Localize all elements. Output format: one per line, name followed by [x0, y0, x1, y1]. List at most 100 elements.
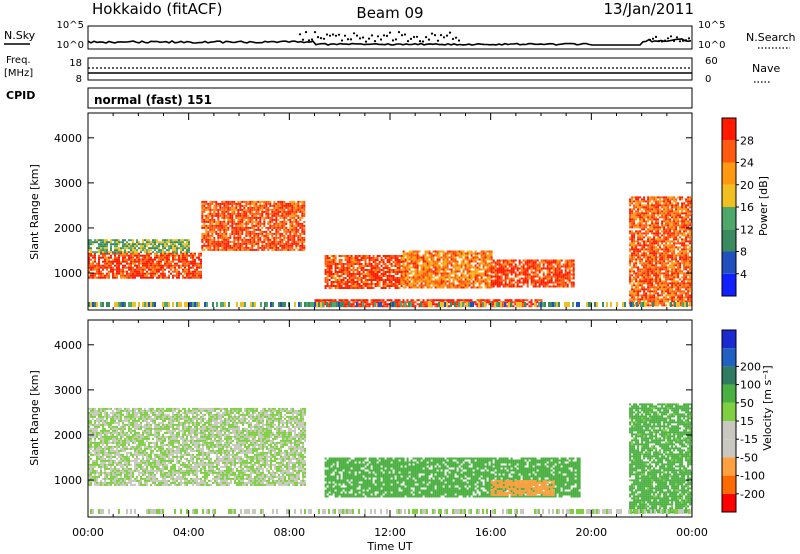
heatmap-cell [209, 224, 212, 227]
heatmap-cell [645, 248, 648, 251]
nsearch-dot [388, 31, 392, 34]
heatmap-cell [448, 272, 451, 275]
heatmap-cell [639, 238, 642, 241]
heatmap-cell [416, 282, 419, 285]
heatmap-cell [277, 228, 280, 231]
heatmap-cell [657, 278, 660, 281]
heatmap-cell [269, 226, 272, 229]
heatmap-cell [641, 216, 644, 219]
heatmap-cell [340, 283, 343, 285]
heatmap-cell [116, 251, 118, 254]
heatmap-cell [201, 204, 204, 207]
heatmap-cell [647, 286, 650, 289]
heatmap-cell [116, 260, 118, 263]
heatmap-cell [281, 222, 284, 225]
heatmap-cell [96, 239, 98, 242]
heatmap-cell [374, 265, 377, 267]
heatmap-cell [663, 248, 666, 251]
heatmap-cell [378, 281, 381, 283]
heatmap-cell [174, 252, 176, 255]
heatmap-cell [102, 241, 104, 244]
heatmap-cell [382, 305, 385, 308]
heatmap-cell [287, 230, 290, 233]
heatmap-cell [436, 250, 439, 253]
heatmap-cell [188, 272, 190, 275]
nsearch-dot [669, 35, 673, 38]
heatmap-cell [188, 239, 190, 242]
heatmap-cell [211, 242, 214, 245]
heatmap-cell [291, 216, 294, 219]
heatmap-cell [156, 239, 158, 242]
heatmap-cell [269, 208, 272, 211]
heatmap-cell [522, 277, 525, 280]
heatmap-cell [647, 238, 650, 241]
heatmap-cell [257, 242, 260, 245]
heatmap-cell [524, 269, 527, 272]
heatmap-cell [366, 285, 369, 287]
heatmap-cell [283, 230, 286, 233]
heatmap-cell [550, 271, 553, 274]
heatmap-cell [398, 305, 401, 308]
heatmap-cell [209, 248, 212, 251]
heatmap-cell [334, 281, 337, 283]
heatmap-cell [225, 246, 228, 249]
heatmap-cell [637, 290, 640, 293]
heatmap-cell [444, 266, 447, 269]
heatmap-cell [273, 218, 276, 221]
heatmap-cell [643, 286, 646, 289]
heatmap-cell [142, 260, 144, 263]
heatmap-cell [460, 260, 463, 263]
heatmap-cell [301, 232, 304, 235]
heatmap-cell [396, 283, 399, 285]
heatmap-cell [213, 248, 216, 251]
heatmap-cell [253, 244, 256, 247]
heatmap-cell [412, 262, 415, 265]
heatmap-cell [542, 279, 545, 282]
heatmap-cell [498, 261, 501, 264]
heatmap-cell [657, 196, 660, 199]
heatmap-cell [508, 261, 511, 264]
heatmap-cell [518, 277, 521, 280]
heatmap-cell [162, 254, 164, 257]
heatmap-cell [194, 274, 196, 277]
heatmap-cell [227, 222, 230, 225]
heatmap-cell [154, 274, 156, 277]
heatmap-cell [486, 256, 489, 259]
heatmap-cell [201, 236, 204, 239]
heatmap-cell [526, 265, 529, 268]
heatmap-cell [518, 273, 521, 276]
heatmap-cell [154, 245, 156, 248]
heatmap-cell [466, 264, 469, 267]
heatmap-cell [496, 267, 499, 270]
heatmap-cell [663, 196, 666, 199]
heatmap-cell [358, 283, 361, 285]
heatmap-cell [239, 244, 242, 247]
heatmap-cell [227, 216, 230, 219]
heatmap-cell [279, 214, 282, 217]
heatmap-cell [273, 202, 276, 205]
heatmap-cell [368, 283, 371, 285]
heatmap-cell [550, 263, 553, 266]
heatmap-cell [414, 305, 417, 308]
heatmap-cell [285, 232, 288, 235]
heatmap-cell [641, 268, 644, 271]
heatmap-cell [132, 260, 134, 263]
nsearch-dot [355, 34, 359, 37]
heatmap-cell [90, 251, 92, 254]
heatmap-cell [324, 287, 327, 289]
nsearch-dot [316, 36, 320, 39]
heatmap-cell [148, 247, 150, 250]
heatmap-cell [150, 247, 152, 250]
heatmap-cell [330, 299, 333, 302]
heatmap-cell [200, 270, 202, 273]
heatmap-cell [118, 249, 120, 252]
heatmap-cell [647, 266, 650, 269]
heatmap-cell [558, 267, 561, 270]
heatmap-cell [641, 284, 644, 287]
heatmap-cell [420, 268, 423, 271]
heatmap-cell [219, 234, 222, 237]
heatmap-cell [498, 259, 501, 262]
heatmap-cell [418, 264, 421, 267]
heatmap-cell [281, 246, 284, 249]
heatmap-cell [410, 282, 413, 285]
